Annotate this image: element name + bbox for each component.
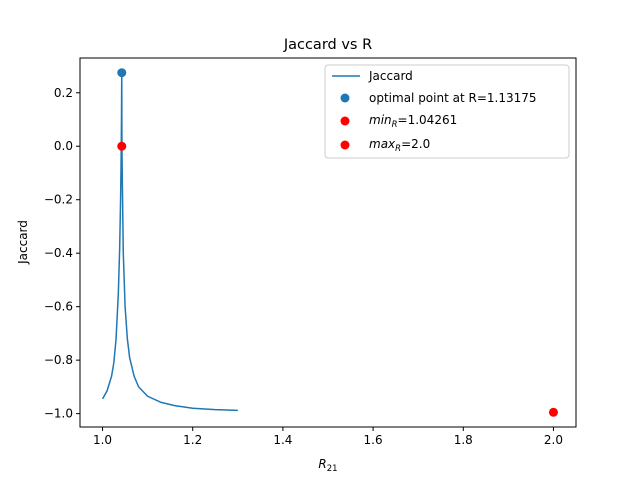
x-tick-label: 1.6 [364,433,383,447]
x-tick-label: 1.2 [183,433,202,447]
legend-label-max: maxR=2.0 [369,137,430,154]
axes-frame [79,57,577,428]
legend-label-optimal: optimal point at R=1.13175 [369,91,537,105]
max-r-point-marker [548,407,558,417]
y-tick-label: −0.6 [44,300,73,314]
plot-content [101,68,558,417]
legend-box [324,64,570,159]
y-axis-label: Jaccard [16,220,30,265]
x-tick-label: 1.0 [93,433,112,447]
legend-label-jaccard: Jaccard [368,69,413,83]
legend-marker-optimal [340,93,350,103]
x-tick-label: 1.4 [273,433,292,447]
y-axis-ticks: −1.0 −0.8 −0.6 −0.4 −0.2 0.0 0.2 [44,86,80,421]
y-tick-label: 0.2 [54,86,73,100]
legend-label-min: minR=1.04261 [369,113,457,130]
x-axis-label: R21 [318,457,337,474]
series-line-0 [101,72,238,412]
min-r-point-marker [117,141,127,151]
y-tick-label: −0.4 [44,246,73,260]
legend: Jaccard optimal point at R=1.13175 minR=… [324,64,570,159]
y-tick-label: 0.0 [54,139,73,153]
y-tick-label: −0.8 [44,353,73,367]
optimal-point-marker [117,68,127,78]
chart-title: Jaccard vs R [283,37,372,53]
y-tick-label: −0.2 [44,193,73,207]
x-tick-label: 2.0 [544,433,563,447]
legend-marker-max [340,140,350,150]
x-axis-label-base: R [318,457,326,471]
x-axis-label-subscript: 21 [327,464,338,474]
y-tick-label: −1.0 [44,407,73,421]
x-axis-ticks: 1.0 1.2 1.4 1.6 1.8 2.0 [93,427,563,447]
x-tick-label: 1.8 [454,433,473,447]
legend-marker-min [340,116,350,126]
